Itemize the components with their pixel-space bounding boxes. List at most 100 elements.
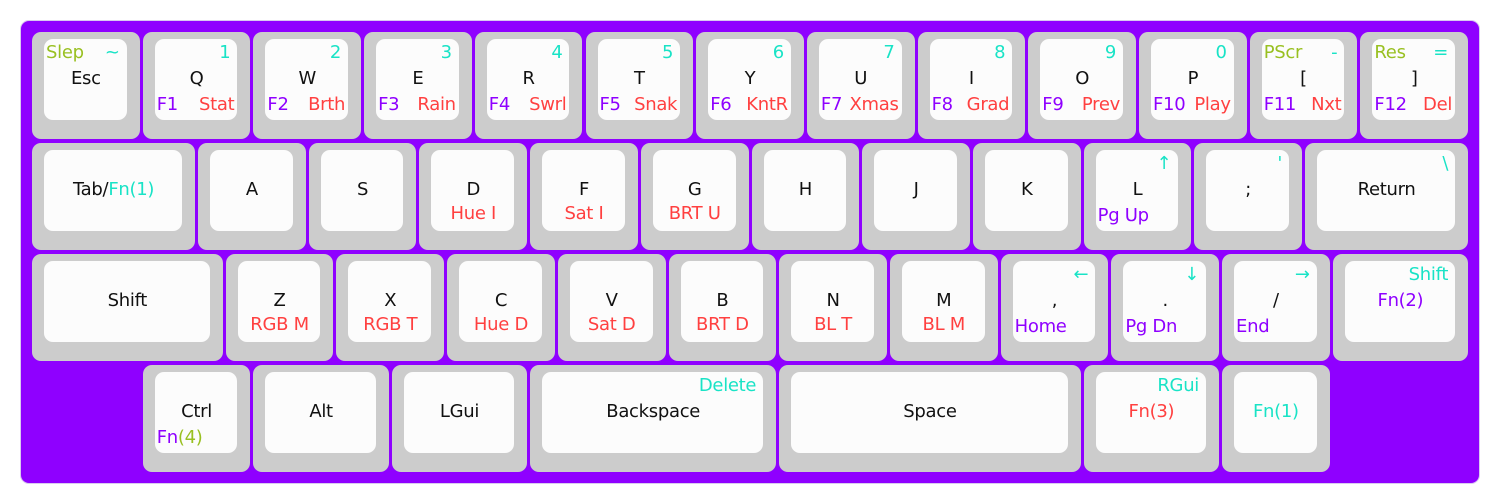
key-u: 7 U F7 Xmas — [806, 32, 915, 139]
key-legend-c: / — [1222, 291, 1330, 311]
legend-text: 6 — [772, 42, 784, 63]
legend-text: Esc — [70, 68, 101, 89]
key-legend-b: RGB M — [226, 315, 334, 335]
legend-text: [ — [1300, 68, 1307, 89]
legend-text: → — [1294, 264, 1310, 285]
key-legend-tr: 4 — [551, 43, 562, 63]
key-legend-bl: End — [1236, 317, 1270, 337]
legend-text: Rain — [417, 94, 456, 115]
keycap — [597, 39, 681, 120]
key-legend-c: Fn(3) — [1084, 402, 1219, 422]
key-legend-br: Grad — [967, 95, 1010, 115]
keycap — [265, 372, 376, 453]
legend-text: H — [798, 179, 813, 200]
legend-text: / — [1272, 290, 1279, 311]
key-symbol: ↓. Pg Dn — [1111, 254, 1219, 361]
legend-text: Xmas — [849, 94, 899, 115]
key-symbol: Res =] F12 Del — [1360, 32, 1469, 139]
keycap — [1095, 372, 1207, 453]
legend-text: 4 — [551, 42, 563, 63]
key-l: ↑ L Pg Up — [1083, 143, 1192, 250]
key-legend-c: O — [1028, 69, 1136, 89]
key-legend-b: BL M — [890, 315, 998, 335]
key-legend-c: Tab/Fn(1) — [32, 180, 195, 200]
legend-text: Fn(2) — [1377, 290, 1424, 311]
legend-text: Slep — [46, 42, 84, 63]
key-legend-tl: Slep — [46, 43, 84, 63]
key-symbol: ←, Home — [1000, 254, 1109, 361]
key-legend-bl: Fn(4) — [157, 428, 203, 448]
key-t: 5 T F5 Snak — [585, 32, 694, 139]
key-legend-tr: Shift — [1409, 265, 1449, 285]
legend-text: ] — [1410, 68, 1418, 89]
key-legend-bl: F10 — [1153, 95, 1186, 115]
key-v: V Sat D — [557, 254, 666, 361]
legend-text: Swrl — [529, 94, 567, 115]
legend-text: O — [1075, 68, 1090, 89]
legend-text: F12 — [1374, 94, 1407, 115]
key-legend-c: X — [336, 291, 444, 311]
key-legend-bl: Pg Dn — [1125, 317, 1177, 337]
key-legend-c: Ctrl — [143, 402, 251, 422]
legend-text: Return — [1357, 179, 1416, 200]
keycap — [265, 39, 349, 120]
key-legend-bl: F9 — [1042, 95, 1064, 115]
key-legend-bl: F6 — [710, 95, 732, 115]
key-legend-tr: 3 — [441, 43, 452, 63]
legend-text: , — [1051, 290, 1058, 311]
keycap — [154, 39, 238, 120]
key-legend-br: KntR — [746, 95, 788, 115]
legend-text: LGui — [439, 401, 480, 422]
legend-text: U — [854, 68, 868, 89]
keycap — [791, 372, 1068, 453]
legend-text: 0 — [1215, 42, 1227, 63]
legend-text: BL T — [814, 314, 853, 335]
key-a: A — [198, 143, 306, 250]
legend-text: Delete — [698, 375, 757, 396]
legend-text: G — [687, 179, 702, 200]
key-legend-tl: PScr — [1264, 43, 1303, 63]
key-legend-c: Space — [779, 402, 1080, 422]
legend-text: ; — [1245, 179, 1252, 200]
key-legend-c: P — [1139, 69, 1247, 89]
key-legend-tr: 8 — [994, 43, 1005, 63]
legend-text: F7 — [820, 94, 843, 115]
key-legend-tr: 5 — [662, 43, 673, 63]
keycap — [154, 372, 238, 453]
key-legend-bl: F3 — [378, 95, 400, 115]
keycap — [1206, 150, 1290, 231]
key-legend-b: BRT D — [669, 315, 777, 335]
key-legend-b: RGB T — [336, 315, 444, 335]
key-legend-c: Z — [226, 291, 334, 311]
legend-text: Brth — [308, 94, 346, 115]
legend-text: 9 — [1104, 42, 1116, 63]
keycap — [1040, 39, 1123, 120]
keycap — [486, 39, 570, 120]
key-legend-bl: Home — [1015, 317, 1067, 337]
key-legend-tr: \ — [1442, 154, 1448, 174]
key-legend-tr: 9 — [1105, 43, 1116, 63]
key-legend-tr: 1 — [219, 43, 230, 63]
key-legend-tr: Delete — [698, 375, 757, 396]
key-z: Z RGB M — [225, 254, 334, 361]
legend-text: F — [578, 179, 590, 200]
legend-text: 1 — [219, 42, 231, 63]
key-legend-tr: ↑ — [1157, 154, 1172, 174]
legend-text: Alt — [309, 401, 333, 422]
keycap — [1344, 261, 1456, 342]
legend-text: R — [522, 68, 536, 89]
key-y: 6 Y F6 KntR — [696, 32, 804, 139]
keycap — [1234, 261, 1317, 342]
keycap — [459, 261, 542, 342]
legend-text: Tab/ — [72, 179, 109, 200]
legend-text: Space — [903, 401, 957, 422]
legend-text: F2 — [267, 94, 289, 115]
legend-text: E — [412, 68, 424, 89]
keycap — [320, 150, 404, 231]
key-legend-c: Esc — [32, 69, 140, 89]
keycap — [708, 39, 791, 120]
keycap — [929, 39, 1013, 120]
key-legend-br: Swrl — [529, 94, 567, 115]
key-legend-bl: F8 — [932, 95, 954, 115]
key-o: 9 O F9 Prev — [1028, 32, 1136, 139]
